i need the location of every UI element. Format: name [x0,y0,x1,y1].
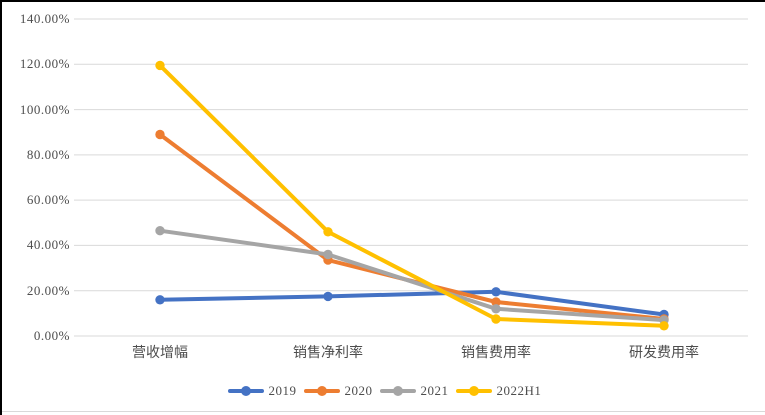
legend-label: 2019 [268,383,297,398]
x-category-label: 研发费用率 [629,346,699,361]
bottom-gridline-rule [2,411,765,412]
y-tick-label: 120.00% [19,56,70,72]
y-tick-label: 20.00% [26,282,70,298]
legend-line-marker [227,386,264,396]
legend-item-2019: 2019 [227,383,297,399]
legend-line-marker [379,386,416,396]
x-category-label: 销售费用率 [461,346,531,361]
y-tick-label: 40.00% [26,237,70,253]
y-tick-label: 140.00% [19,11,70,26]
legend-item-2021: 2021 [379,383,449,399]
y-tick-label: 100.00% [19,101,70,117]
legend-item-2022h1: 2022H1 [455,383,542,399]
legend-line-marker [455,386,492,396]
legend-label: 2022H1 [496,383,542,398]
chart-legend: 2019 2020 2021 2022H1 [2,382,765,400]
x-category-label: 销售净利率 [293,346,363,361]
x-category-label: 营收增幅 [132,346,188,361]
legend-item-2020: 2020 [303,383,373,399]
y-tick-label: 60.00% [26,192,70,208]
legend-label: 2020 [344,383,373,398]
y-tick-label: 80.00% [26,146,70,162]
legend-line-marker [303,386,340,396]
y-tick-label: 0.00% [33,328,70,343]
legend-label: 2021 [420,383,449,398]
